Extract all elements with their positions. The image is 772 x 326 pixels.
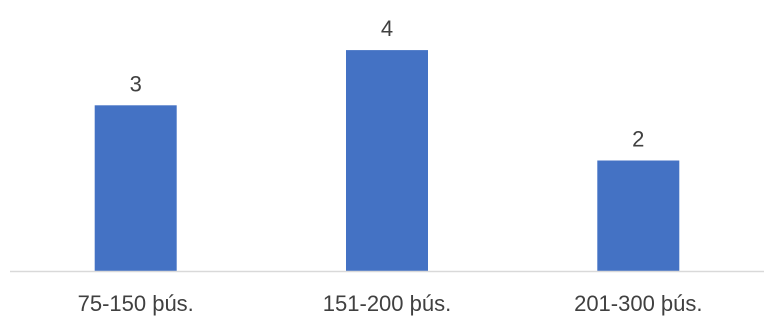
bar-2 bbox=[346, 50, 428, 271]
tick-label-1: 75-150 þús. bbox=[78, 291, 194, 316]
tick-label-3: 201-300 þús. bbox=[574, 291, 702, 316]
data-label-1: 3 bbox=[130, 71, 142, 96]
tick-labels-group: 75-150 þús. 151-200 þús. 201-300 þús. bbox=[78, 291, 703, 316]
bar-1 bbox=[94, 105, 177, 271]
data-label-2: 4 bbox=[381, 16, 393, 41]
tick-label-2: 151-200 þús. bbox=[323, 291, 451, 316]
data-label-3: 2 bbox=[632, 127, 644, 152]
data-labels-group: 3 4 2 bbox=[130, 16, 645, 151]
bar-3 bbox=[597, 160, 680, 271]
bars-group bbox=[94, 50, 680, 271]
